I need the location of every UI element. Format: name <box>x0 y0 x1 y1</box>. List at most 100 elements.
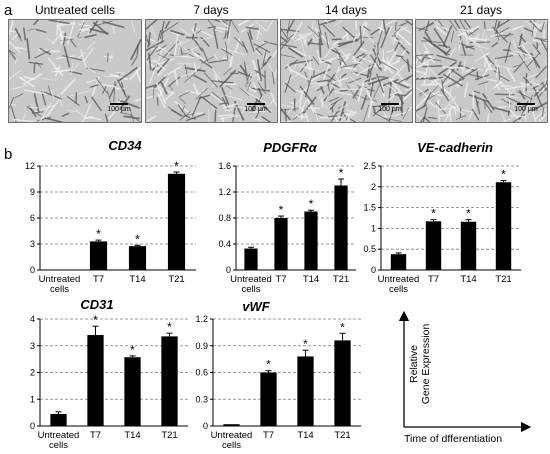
bar-t7 <box>87 335 104 426</box>
scale-bar-line <box>517 103 535 105</box>
bar-t21 <box>161 336 178 426</box>
bar-t21 <box>334 340 351 426</box>
y-tick-label: 0 <box>30 421 35 431</box>
scale-bar-line <box>381 103 399 105</box>
y-tick-label: 0.8 <box>218 213 231 223</box>
x-tick-label: T14 <box>460 274 476 285</box>
significance-star: * <box>466 207 471 221</box>
bar-t14 <box>128 246 147 270</box>
y-tick-label: 1.6 <box>218 161 231 171</box>
micrograph-14-days-texture <box>281 20 412 122</box>
significance-star: * <box>266 358 271 372</box>
scale-bar-21-days: 100 µm <box>511 103 541 113</box>
significance-star: * <box>279 203 284 217</box>
legend-y-label-line2: Gene Expression <box>420 324 432 405</box>
chart-title-pdgfra: PDGFRα <box>263 140 317 155</box>
bar-t14 <box>297 356 314 426</box>
x-tick-label: cells <box>222 440 241 451</box>
micrograph-21-days-texture <box>416 20 547 122</box>
y-tick-label: 9 <box>30 187 35 197</box>
x-tick-label: T21 <box>495 274 511 285</box>
chart-title-cd31: CD31 <box>80 297 114 312</box>
x-tick-label: T14 <box>124 430 140 441</box>
micrograph-7-days-texture <box>146 20 277 122</box>
y-tick-label: 1 <box>30 394 35 404</box>
micrograph-untreated-texture <box>9 20 141 122</box>
scale-bar-text: 100 µm <box>378 106 402 113</box>
micrograph-untreated <box>8 19 142 123</box>
scale-bar-line <box>110 103 128 105</box>
micrograph-7-days <box>145 19 278 123</box>
x-tick-label: Untreated <box>39 274 81 285</box>
x-tick-label: T21 <box>168 274 184 285</box>
x-tick-label: cells <box>49 440 68 451</box>
x-tick-label: T21 <box>161 430 177 441</box>
panel-a-letter: a <box>4 2 13 19</box>
y-tick-label: 1.2 <box>218 187 231 197</box>
x-tick-label: T14 <box>129 274 145 285</box>
y-tick-label: 0 <box>203 421 208 431</box>
x-tick-label: T21 <box>334 430 350 441</box>
significance-star: * <box>303 337 308 351</box>
bar-t21 <box>167 173 186 270</box>
scale-bar-untreated: 100 µm <box>104 103 134 113</box>
significance-star: * <box>340 320 345 334</box>
significance-star: * <box>501 168 506 182</box>
image-label-7-days: 7 days <box>193 3 229 17</box>
y-tick-label: 4 <box>30 314 35 324</box>
chart-title-cd34: CD34 <box>108 138 142 153</box>
image-label-untreated: Untreated cells <box>34 3 116 17</box>
y-tick-label: 1.5 <box>363 203 376 213</box>
y-tick-label: 0 <box>226 265 231 275</box>
scale-bar-text: 100 µm <box>514 106 538 113</box>
y-tick-label: 0.5 <box>363 244 376 254</box>
x-tick-label: T14 <box>303 274 319 285</box>
x-tick-label: T7 <box>275 274 286 285</box>
y-tick-label: 2.5 <box>363 161 376 171</box>
micrograph-14-days <box>280 19 413 123</box>
bar-t14 <box>460 221 477 270</box>
bar-untreated-cells <box>223 424 240 426</box>
y-tick-label: 2 <box>371 182 376 192</box>
x-tick-label: Untreated <box>38 430 80 441</box>
significance-star: * <box>167 320 172 334</box>
bar-untreated-cells <box>50 413 67 426</box>
bar-untreated-cells <box>244 248 258 270</box>
bar-t7 <box>274 218 288 270</box>
y-tick-label: 1 <box>371 223 376 233</box>
panel-b-letter: b <box>4 146 13 163</box>
x-tick-label: Untreated <box>211 430 253 441</box>
y-tick-label: 3 <box>30 341 35 351</box>
significance-star: * <box>135 232 140 246</box>
x-tick-label: T7 <box>90 430 101 441</box>
significance-star: * <box>309 197 314 211</box>
bar-untreated-cells <box>390 254 407 270</box>
x-tick-label: cells <box>389 284 408 295</box>
x-tick-label: T21 <box>333 274 349 285</box>
x-tick-label: T7 <box>93 274 104 285</box>
significance-star: * <box>431 207 436 221</box>
significance-star: * <box>174 159 179 173</box>
bar-t21 <box>495 182 512 270</box>
image-label-14-days: 14 days <box>324 3 368 17</box>
x-tick-label: Untreated <box>378 274 420 285</box>
scale-bar-line <box>247 103 265 105</box>
bar-t7 <box>425 221 442 270</box>
scale-bar-7-days: 100 µm <box>241 103 271 113</box>
x-tick-label: T14 <box>297 430 313 441</box>
chart-title-vwf: vWF <box>242 299 270 314</box>
y-tick-label: 1.2 <box>195 314 208 324</box>
y-tick-label: 0.9 <box>195 341 208 351</box>
micrograph-21-days <box>415 19 548 123</box>
scale-bar-14-days: 100 µm <box>375 103 405 113</box>
y-tick-label: 0.3 <box>195 394 208 404</box>
significance-star: * <box>93 313 98 327</box>
x-tick-label: T7 <box>263 430 274 441</box>
bar-untreated-cells <box>50 269 69 271</box>
